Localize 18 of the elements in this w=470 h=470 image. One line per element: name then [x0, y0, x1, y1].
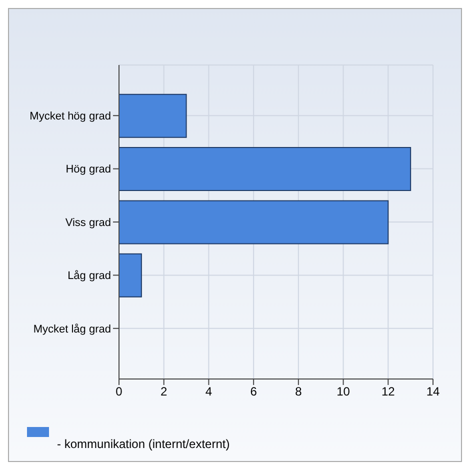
x-tick-label: 2 [160, 384, 168, 399]
bar [119, 94, 187, 138]
bar [119, 200, 389, 244]
x-tick-label: 10 [336, 384, 350, 399]
text: - kommunikation (internt/externt) [56, 437, 231, 451]
x-tick-label: 6 [250, 384, 258, 399]
y-tick-label: Mycket hög grad [30, 110, 111, 123]
y-tick-label: Låg grad [68, 270, 111, 282]
x-tick-label: 14 [426, 384, 440, 399]
y-tick-label: Hög grad [66, 164, 111, 176]
x-tick-label: 8 [295, 384, 302, 399]
bar [119, 253, 142, 298]
y-tick-label: Viss grad [65, 216, 111, 229]
y-tick-label: Mycket låg grad [33, 323, 111, 336]
x-tick-label: 0 [116, 384, 123, 399]
x-tick-label: 12 [381, 384, 396, 399]
x-tick-label: 4 [205, 384, 212, 399]
bar [119, 147, 412, 192]
